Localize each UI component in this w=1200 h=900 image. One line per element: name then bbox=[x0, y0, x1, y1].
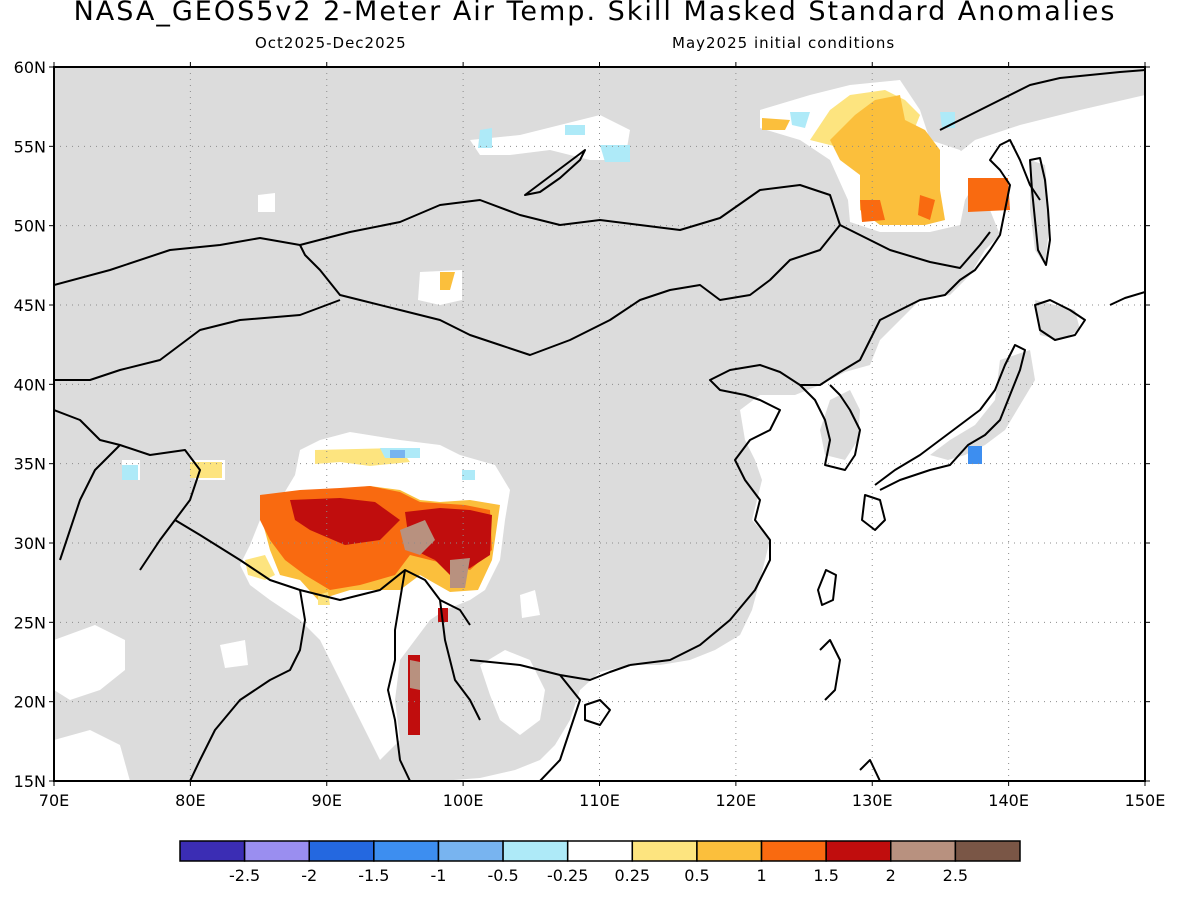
colorbar-swatch bbox=[566, 840, 634, 862]
colorbar-label: 0.5 bbox=[684, 866, 709, 885]
lat-label: 15N bbox=[14, 772, 46, 791]
india-bangladesh bbox=[189, 589, 306, 781]
lat-label: 25N bbox=[14, 613, 46, 632]
gridlines bbox=[54, 67, 1145, 781]
lon-label: 140E bbox=[988, 791, 1029, 810]
colorbar-label: -2.5 bbox=[229, 866, 260, 885]
colorbar-label: -1 bbox=[430, 866, 446, 885]
colorbar-swatch bbox=[502, 840, 569, 862]
colorbar-swatch bbox=[696, 840, 763, 862]
masked-land-japan bbox=[930, 350, 1035, 460]
japan-honshu bbox=[874, 344, 1026, 491]
mongolia-border bbox=[299, 184, 841, 356]
colorbar-labels: -2.5 -2 -1.5 -1 -0.5 -0.25 0.25 0.5 1 1.5 2 2.5 bbox=[229, 866, 968, 885]
himalaya-borders bbox=[174, 519, 471, 626]
lat-label: 40N bbox=[14, 375, 46, 394]
lon-label: 120E bbox=[716, 791, 757, 810]
tibetan-plateau-warm-anomaly bbox=[190, 448, 500, 735]
longitude-labels: 70E 80E 90E 100E 110E 120E 130E 140E 150E bbox=[39, 791, 1166, 810]
colorbar bbox=[179, 840, 1021, 862]
lon-label: 110E bbox=[579, 791, 620, 810]
lon-label: 100E bbox=[443, 791, 484, 810]
colorbar-swatch bbox=[631, 840, 698, 862]
cool-anomalies bbox=[122, 112, 982, 480]
forecast-period: Oct2025-Dec2025 bbox=[255, 34, 407, 52]
colorbar-label: -2 bbox=[301, 866, 317, 885]
philippines-hint bbox=[819, 639, 881, 781]
lat-label: 30N bbox=[14, 534, 46, 553]
lon-label: 150E bbox=[1125, 791, 1166, 810]
lat-label: 60N bbox=[14, 58, 46, 77]
okhotsk-coast bbox=[939, 69, 1145, 131]
map-title: NASA_GEOS5v2 2-Meter Air Temp. Skill Mas… bbox=[73, 0, 1117, 27]
initial-conditions: May2025 initial conditions bbox=[672, 34, 896, 52]
colorbar-swatch bbox=[179, 840, 246, 862]
lat-label: 45N bbox=[14, 296, 46, 315]
colorbar-swatch bbox=[437, 840, 504, 862]
colorbar-swatch bbox=[890, 840, 957, 862]
kamchatka-hint bbox=[1109, 291, 1145, 306]
lon-label: 90E bbox=[312, 791, 342, 810]
axis-ticks bbox=[49, 62, 1150, 786]
colorbar-swatch bbox=[373, 840, 440, 862]
lon-label: 80E bbox=[175, 791, 205, 810]
colorbar-swatch bbox=[308, 840, 375, 862]
myanmar-border bbox=[387, 569, 481, 781]
colorbar-label: 1.5 bbox=[813, 866, 838, 885]
japan-hokkaido bbox=[1034, 299, 1086, 341]
colorbar-swatch bbox=[760, 840, 827, 862]
korea-peninsula bbox=[799, 384, 861, 471]
taiwan bbox=[817, 569, 837, 606]
lat-label: 50N bbox=[14, 217, 46, 236]
colorbar-label: 0.25 bbox=[614, 866, 650, 885]
lat-label: 20N bbox=[14, 693, 46, 712]
sakhalin bbox=[1029, 157, 1051, 266]
lon-label: 130E bbox=[852, 791, 893, 810]
colorbar-label: 2.5 bbox=[943, 866, 968, 885]
colorbar-label: -1.5 bbox=[358, 866, 389, 885]
lat-label: 55N bbox=[14, 137, 46, 156]
japan-kyushu bbox=[861, 494, 886, 531]
colorbar-label: 2 bbox=[886, 866, 896, 885]
latitude-labels: 60N 55N 50N 45N 40N 35N 30N 25N 20N 15N bbox=[14, 58, 46, 791]
indochina-coast bbox=[469, 659, 631, 781]
colorbar-swatch bbox=[954, 840, 1021, 862]
hainan bbox=[584, 699, 611, 726]
russia-china-border bbox=[839, 224, 991, 269]
colorbar-label: -0.5 bbox=[487, 866, 518, 885]
lon-label: 70E bbox=[39, 791, 69, 810]
colorbar-swatch bbox=[825, 840, 892, 862]
lat-label: 35N bbox=[14, 455, 46, 474]
colorbar-swatch bbox=[243, 840, 310, 862]
colorbar-label: 1 bbox=[756, 866, 766, 885]
central-asia-borders bbox=[54, 237, 341, 571]
coastlines-and-borders bbox=[54, 69, 1145, 781]
colorbar-label: -0.25 bbox=[547, 866, 588, 885]
lake-baikal bbox=[524, 149, 586, 196]
